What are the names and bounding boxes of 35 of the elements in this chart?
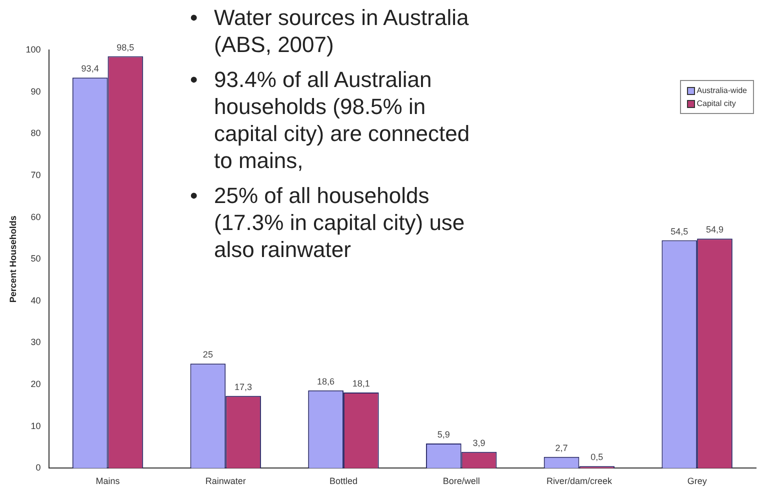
x-tick-label: Bore/well (442, 476, 480, 486)
y-tick-label: 100 (26, 44, 41, 54)
x-tick-label: Rainwater (205, 476, 246, 486)
x-tick-label: Mains (96, 476, 120, 486)
data-label: 25 (202, 350, 213, 360)
y-tick-label: 10 (30, 420, 41, 431)
legend-label: Australia-wide (696, 85, 747, 97)
legend-label: Capital city (696, 98, 736, 110)
data-label: 54,9 (706, 224, 724, 235)
data-label: 54,5 (670, 226, 688, 236)
data-label: 3,9 (472, 438, 486, 448)
y-tick-label: 50 (30, 254, 41, 264)
y-axis-title: Percent Households (8, 216, 18, 303)
y-tick-label: 40 (30, 295, 41, 306)
y-tick-label: 70 (30, 170, 41, 180)
data-label: 0,5 (590, 452, 604, 462)
data-label: 18,6 (317, 376, 335, 386)
y-tick-label: 90 (30, 86, 41, 96)
y-tick-label: 60 (30, 212, 41, 222)
x-tick-label: Grey (687, 476, 708, 486)
y-tick-label: 80 (30, 128, 41, 138)
x-tick-label: River/dam/creek (546, 476, 612, 486)
annotation: • 25% of all households (17.3% in capital city) use also rainwater (190, 182, 466, 263)
y-tick-label: 30 (30, 337, 41, 348)
data-label: 2,7 (555, 442, 568, 453)
data-label: 5,9 (437, 430, 450, 440)
data-label: 17,3 (234, 382, 252, 392)
data-label: 98,5 (116, 42, 134, 52)
data-label: 18,1 (352, 378, 370, 388)
y-tick-label: 20 (30, 379, 41, 390)
data-label: 93,4 (81, 64, 99, 74)
y-tick-label: 0 (36, 462, 41, 473)
x-tick-label: Bottled (329, 476, 358, 486)
annotation: • 93.4% of all Australian households (98.5% in capital city) are connected to mains, (190, 66, 471, 174)
annotation: • Water sources in Australia (ABS, 2007) (190, 4, 470, 58)
